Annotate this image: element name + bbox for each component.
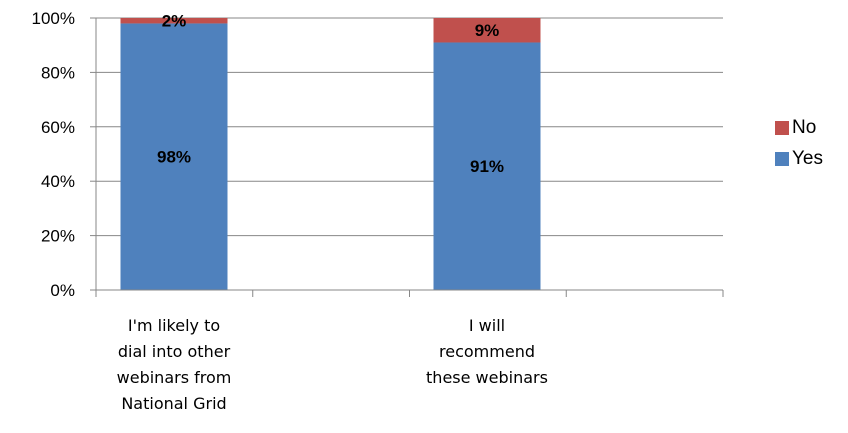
bar-no-0: [120, 18, 228, 24]
legend-item-yes: Yes: [775, 143, 823, 174]
y-tick-label: 60%: [41, 118, 75, 137]
x-category-label-line: dial into other: [117, 342, 231, 361]
legend-item-no: No: [775, 112, 823, 143]
data-label-no-1: 9%: [475, 21, 500, 40]
legend-swatch-yes: [775, 151, 789, 166]
data-label-yes-0: 98%: [157, 148, 191, 167]
x-category-label-line: National Grid: [121, 394, 227, 413]
y-tick-label: 40%: [41, 172, 75, 191]
data-label-yes-1: 91%: [470, 157, 504, 176]
bar-yes-1: [433, 42, 541, 291]
axes: 0% 20% 40% 60% 80% 100%: [32, 9, 724, 300]
x-category-label-line: I will: [468, 316, 506, 335]
data-labels: 98% 2% 91% 9%: [157, 12, 504, 177]
x-category-label: I will recommend these webinars: [402, 313, 572, 391]
x-category-label: I'm likely to dial into other webinars fro…: [89, 313, 259, 417]
legend-label-yes: Yes: [792, 147, 823, 169]
x-category-label-line: recommend: [439, 342, 535, 361]
bars: [120, 18, 541, 291]
x-category-label-line: these webinars: [426, 368, 548, 387]
bar-no-1: [433, 18, 541, 43]
bar-yes-0: [120, 23, 228, 290]
legend-swatch-no: [775, 120, 789, 135]
legend: No Yes: [775, 112, 823, 174]
y-tick-label: 0%: [50, 281, 75, 300]
data-label-no-0: 2%: [162, 12, 187, 31]
legend-label-no: No: [792, 116, 817, 138]
y-tick-label: 80%: [41, 63, 75, 82]
x-category-label-line: I'm likely to: [127, 316, 221, 335]
y-tick-label: 20%: [41, 227, 75, 246]
x-category-label-line: webinars from: [116, 368, 232, 387]
y-tick-label: 100%: [32, 9, 75, 28]
